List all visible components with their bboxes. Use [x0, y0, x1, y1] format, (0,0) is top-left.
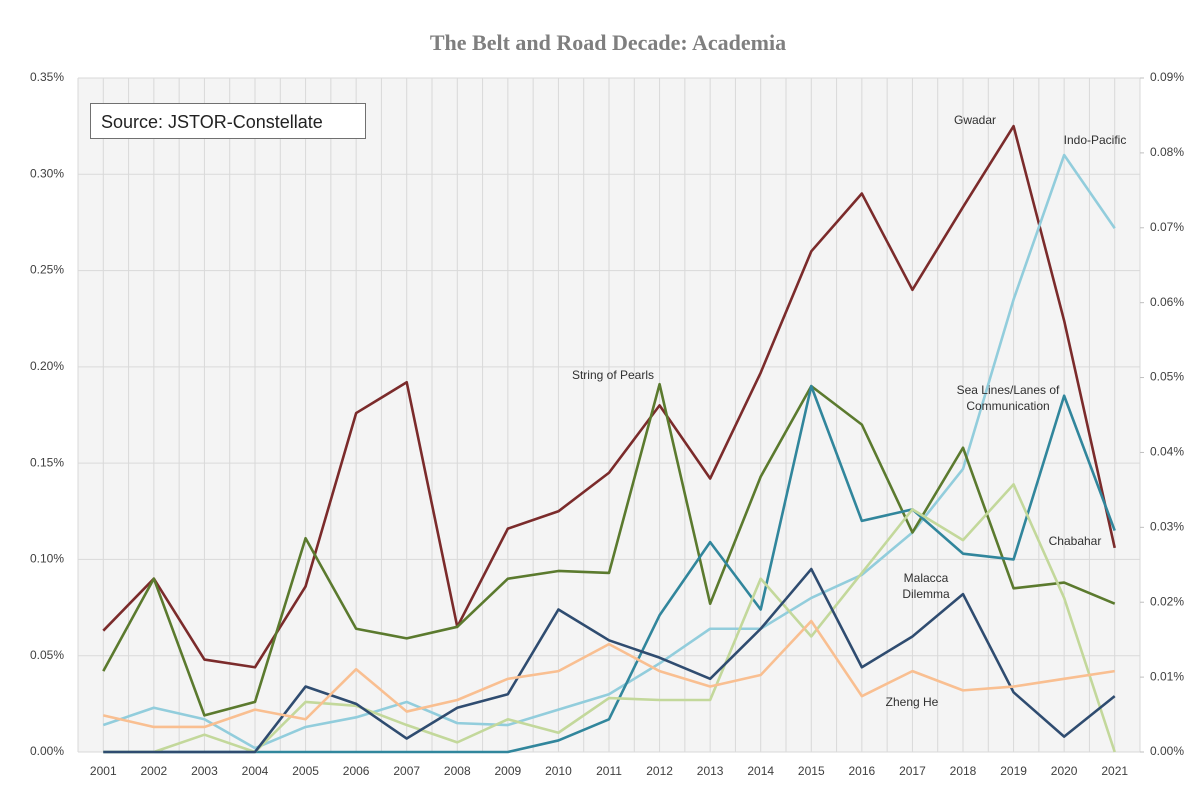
x-tick-label: 2012 — [646, 764, 673, 778]
series-line — [102, 153, 1116, 750]
y2-tick-label: 0.07% — [1150, 220, 1184, 234]
x-tick-label: 2010 — [545, 764, 572, 778]
series-line — [102, 382, 1116, 717]
x-tick-label: 2017 — [899, 764, 926, 778]
y2-tick-label: 0.01% — [1150, 669, 1184, 683]
y-tick-label: 0.30% — [30, 166, 64, 180]
series-label: Indo-Pacific — [1063, 133, 1127, 147]
y2-tick-label: 0.09% — [1150, 70, 1184, 84]
y2-tick-label: 0.08% — [1150, 145, 1184, 159]
x-tick-label: 2007 — [393, 764, 420, 778]
x-tick-label: 2008 — [444, 764, 471, 778]
source-box: Source: JSTOR-Constellate — [90, 103, 366, 139]
y-tick-label: 0.25% — [30, 263, 64, 277]
series-label: String of Pearls — [571, 368, 655, 382]
x-tick-label: 2013 — [697, 764, 724, 778]
x-tick-label: 2021 — [1101, 764, 1128, 778]
x-tick-label: 2016 — [849, 764, 876, 778]
series-label: Chabahar — [1048, 534, 1102, 548]
x-tick-label: 2001 — [90, 764, 117, 778]
series-label: Malacca Dilemma — [902, 571, 950, 601]
x-tick-label: 2009 — [495, 764, 522, 778]
y2-tick-label: 0.04% — [1150, 445, 1184, 459]
series-line — [103, 567, 1116, 754]
y2-tick-label: 0.05% — [1150, 370, 1184, 384]
x-tick-label: 2011 — [596, 764, 622, 778]
y-tick-label: 0.10% — [30, 552, 64, 566]
x-tick-label: 2018 — [950, 764, 977, 778]
series-label: Zheng He — [885, 695, 939, 709]
x-tick-label: 2006 — [343, 764, 370, 778]
series-line — [103, 483, 1116, 754]
series-label: Sea Lines/Lanes of Communication — [956, 383, 1060, 413]
x-tick-label: 2014 — [747, 764, 774, 778]
y2-tick-label: 0.00% — [1150, 744, 1184, 758]
x-tick-label: 2020 — [1051, 764, 1078, 778]
chart-title: The Belt and Road Decade: Academia — [430, 30, 786, 55]
series-label: Gwadar — [953, 113, 997, 127]
x-tick-label: 2003 — [191, 764, 218, 778]
x-tick-label: 2004 — [242, 764, 269, 778]
series-line — [102, 124, 1116, 669]
series-line — [102, 619, 1115, 729]
y-tick-label: 0.00% — [30, 744, 64, 758]
x-tick-label: 2002 — [141, 764, 168, 778]
y2-tick-label: 0.02% — [1150, 594, 1184, 608]
x-tick-label: 2015 — [798, 764, 825, 778]
y-tick-label: 0.15% — [30, 455, 64, 469]
y2-tick-label: 0.03% — [1150, 520, 1184, 534]
x-tick-label: 2005 — [292, 764, 319, 778]
x-tick-label: 2019 — [1000, 764, 1027, 778]
series-line — [103, 384, 1116, 754]
y-tick-label: 0.35% — [30, 70, 64, 84]
y-tick-label: 0.20% — [30, 359, 64, 373]
y-tick-label: 0.05% — [30, 648, 64, 662]
y2-tick-label: 0.06% — [1150, 295, 1184, 309]
